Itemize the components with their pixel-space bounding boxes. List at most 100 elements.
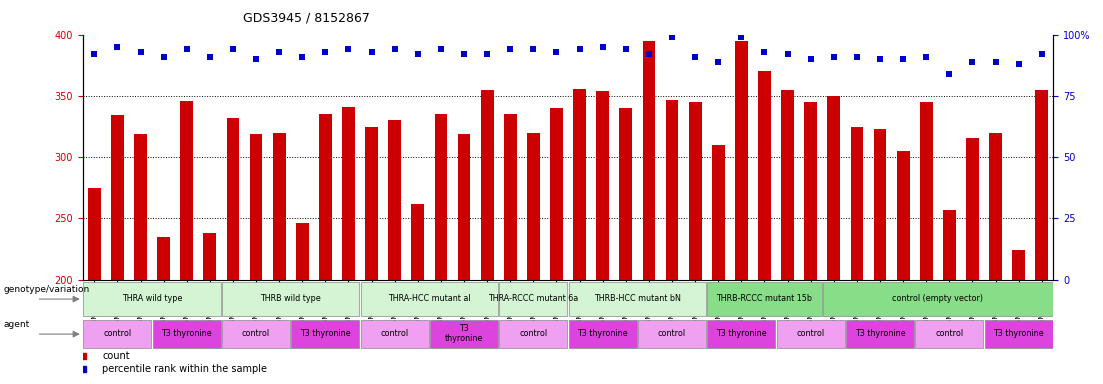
Bar <box>458 134 470 384</box>
Bar <box>481 90 493 384</box>
Bar <box>84 320 151 348</box>
Bar <box>361 320 429 348</box>
Bar <box>550 108 563 384</box>
Bar <box>897 151 910 384</box>
Text: THRA wild type: THRA wild type <box>121 294 182 303</box>
Point <box>779 51 796 57</box>
Point <box>756 49 773 55</box>
Point <box>570 46 588 52</box>
Point <box>964 58 982 65</box>
Text: T3 thyronine: T3 thyronine <box>994 329 1045 338</box>
Bar <box>388 121 401 384</box>
Bar <box>203 233 216 384</box>
Point <box>802 56 820 62</box>
Point <box>224 46 242 52</box>
Bar <box>569 320 636 348</box>
Text: T3 thyronine: T3 thyronine <box>161 329 212 338</box>
Point <box>317 49 334 55</box>
Point <box>941 71 959 77</box>
Bar <box>666 99 678 384</box>
Point <box>1034 51 1051 57</box>
Bar <box>569 282 706 316</box>
Text: GDS3945 / 8152867: GDS3945 / 8152867 <box>243 12 370 25</box>
Bar <box>249 134 263 384</box>
Text: T3 thyronine: T3 thyronine <box>716 329 767 338</box>
Point <box>848 53 866 60</box>
Point <box>293 53 311 60</box>
Bar <box>707 282 822 316</box>
Text: THRA-HCC mutant al: THRA-HCC mutant al <box>388 294 471 303</box>
Bar <box>846 320 914 348</box>
Text: THRB-RCCC mutant 15b: THRB-RCCC mutant 15b <box>717 294 813 303</box>
Bar <box>1013 250 1025 384</box>
Bar <box>158 237 170 384</box>
Text: T3 thyronine: T3 thyronine <box>855 329 906 338</box>
Point <box>987 58 1005 65</box>
Bar <box>989 132 1002 384</box>
Point <box>247 56 265 62</box>
Text: THRB-HCC mutant bN: THRB-HCC mutant bN <box>593 294 681 303</box>
Bar <box>915 320 984 348</box>
Bar <box>181 101 193 384</box>
Point <box>363 49 381 55</box>
Point <box>178 46 195 52</box>
Bar <box>943 210 955 384</box>
Text: control: control <box>935 329 963 338</box>
Text: control: control <box>520 329 547 338</box>
Bar <box>111 116 124 384</box>
Bar <box>504 114 516 384</box>
Bar <box>319 114 332 384</box>
Text: control: control <box>104 329 131 338</box>
Bar <box>500 282 567 316</box>
Bar <box>985 320 1052 348</box>
Bar <box>966 137 978 384</box>
Point <box>640 51 657 57</box>
Text: T3 thyronine: T3 thyronine <box>300 329 351 338</box>
Bar <box>823 282 1052 316</box>
Bar <box>707 320 775 348</box>
Point <box>895 56 912 62</box>
Point <box>386 46 404 52</box>
Point <box>663 34 681 40</box>
Point <box>709 58 727 65</box>
Text: T3
thyronine: T3 thyronine <box>445 324 483 343</box>
Point <box>108 44 126 50</box>
Text: control: control <box>381 329 409 338</box>
Bar <box>735 41 748 384</box>
Bar <box>500 320 567 348</box>
Bar <box>135 134 147 384</box>
Point <box>154 53 172 60</box>
Text: control (empty vector): control (empty vector) <box>892 294 983 303</box>
Bar <box>643 41 655 384</box>
Bar <box>226 118 239 384</box>
Text: control: control <box>658 329 686 338</box>
Bar <box>361 282 499 316</box>
Point <box>409 51 427 57</box>
Text: control: control <box>242 329 270 338</box>
Bar <box>272 132 286 384</box>
Point <box>732 34 750 40</box>
Bar <box>758 71 771 384</box>
Bar <box>222 320 290 348</box>
Point <box>1010 61 1028 67</box>
Point <box>479 51 496 57</box>
Bar <box>620 108 632 384</box>
Bar <box>291 320 360 348</box>
Bar <box>84 282 221 316</box>
Text: genotype/variation: genotype/variation <box>3 285 89 295</box>
Text: THRA-RCCC mutant 6a: THRA-RCCC mutant 6a <box>489 294 578 303</box>
Bar <box>874 129 887 384</box>
Bar <box>597 91 609 384</box>
Bar <box>88 188 100 384</box>
Bar <box>365 126 378 384</box>
Text: agent: agent <box>3 320 30 329</box>
Text: control: control <box>796 329 825 338</box>
Bar <box>711 145 725 384</box>
Text: THRB wild type: THRB wild type <box>260 294 321 303</box>
Point <box>85 51 103 57</box>
Bar <box>411 204 425 384</box>
Bar <box>1036 90 1048 384</box>
Bar <box>296 223 309 384</box>
Bar <box>781 90 794 384</box>
Point <box>686 53 704 60</box>
